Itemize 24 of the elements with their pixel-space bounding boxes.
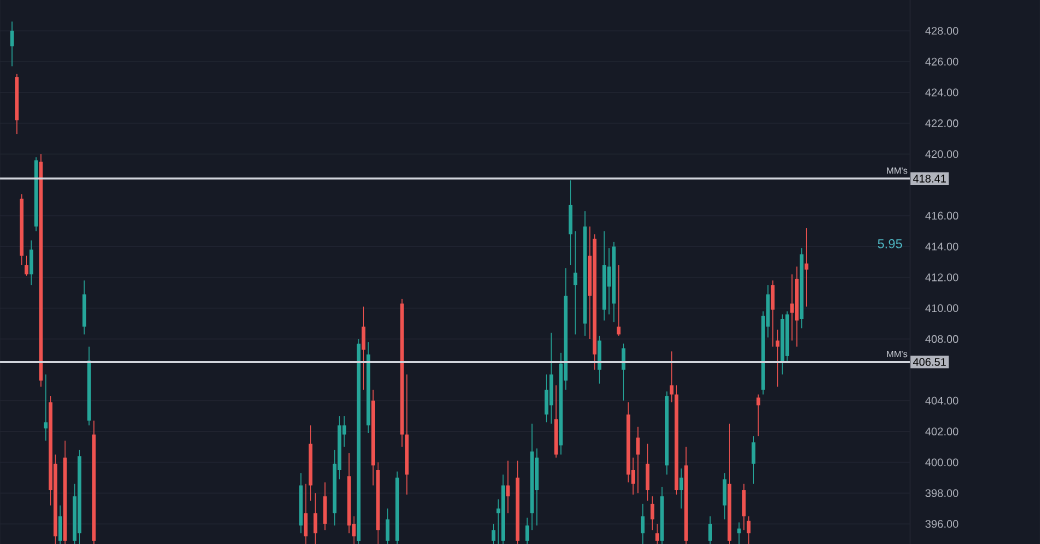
candlestick: [770, 279, 775, 348]
candlestick: [660, 486, 664, 544]
candlestick: [15, 73, 19, 135]
candlestick: [299, 472, 303, 534]
candlestick: [82, 279, 87, 335]
candlestick: [616, 264, 621, 337]
candlestick: [323, 481, 327, 531]
candlestick: [679, 467, 684, 510]
candlestick: [58, 504, 63, 544]
candlestick: [795, 266, 799, 348]
candlestick: [29, 239, 34, 286]
candlestick: [756, 393, 761, 437]
candlestick: [549, 332, 554, 425]
candlestick: [602, 230, 607, 322]
candlestick: [655, 523, 660, 544]
candlestick: [640, 503, 645, 544]
candlestick: [506, 460, 510, 514]
candlestick: [10, 21, 14, 67]
candlestick: [737, 521, 741, 544]
candlestick: [43, 373, 48, 442]
candlestick: [636, 426, 640, 494]
candlestick: [790, 273, 794, 342]
candlestick: [554, 384, 558, 459]
candlestick: [708, 515, 713, 544]
